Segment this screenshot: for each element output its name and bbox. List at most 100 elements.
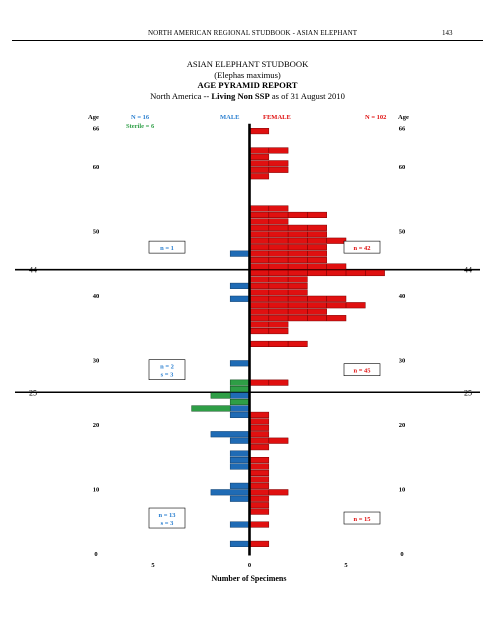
female-bar-age-48 — [249, 237, 347, 244]
header-title: NORTH AMERICAN REGIONAL STUDBOOK - ASIAN… — [148, 29, 358, 37]
female-bar-age-39 — [249, 295, 347, 302]
male-bar-age-17 — [229, 437, 250, 444]
male-bar-age-8 — [229, 495, 250, 502]
female-bar-age-10 — [249, 482, 270, 489]
page-header: NORTH AMERICAN REGIONAL STUDBOOK - ASIAN… — [0, 29, 495, 41]
female-bar-age-65 — [249, 128, 270, 135]
annotation-box-4 — [148, 507, 186, 529]
female-bar-age-18 — [249, 431, 270, 438]
age-tick-right-30: 30 — [399, 358, 406, 365]
female-bar-age-42 — [249, 276, 308, 283]
male-bar-age-1 — [229, 540, 250, 547]
female-bar-age-58 — [249, 173, 270, 180]
female-bar-age-41 — [249, 282, 308, 289]
x-axis-title: Number of Specimens — [212, 574, 287, 583]
annotation-text-1-0: n = 42 — [353, 245, 370, 252]
annotation-text-4-1: s = 3 — [161, 520, 174, 527]
title-line-4-bold: Living Non SSP — [211, 90, 270, 101]
male-bar-age-4 — [229, 521, 250, 528]
female-bar-age-16 — [249, 444, 270, 451]
annotation-text-4-0: n = 13 — [158, 512, 176, 519]
female-bar-age-6 — [249, 508, 270, 515]
annotation-box-1 — [343, 240, 381, 254]
annotation-text-2-0: n = 2 — [160, 364, 174, 371]
female-bar-age-8 — [249, 495, 270, 502]
age-tick-right-40: 40 — [399, 293, 406, 300]
sterile-bar-age-25 — [229, 386, 250, 393]
age-tick-left-40: 40 — [93, 293, 100, 300]
female-bar-age-36 — [249, 315, 347, 322]
male-bar-age-24 — [229, 392, 250, 399]
title-line-4-prefix: North America -- — [150, 90, 212, 101]
sterile-bar-age-22 — [191, 405, 231, 412]
reference-label-right-44: 44 — [464, 266, 472, 275]
female-bar-age-21 — [249, 411, 270, 418]
sterile-bar-age-26 — [229, 379, 250, 386]
female-bar-age-32 — [249, 340, 308, 347]
age-tick-left-10: 10 — [93, 487, 100, 494]
annotation-text-5-0: n = 15 — [353, 516, 371, 523]
reference-label-left-44: 44 — [29, 266, 37, 275]
female-bar-age-1 — [249, 540, 270, 547]
male-bar-age-39 — [229, 295, 250, 302]
legend-age-right: Age — [398, 114, 409, 121]
female-bar-age-43 — [249, 269, 385, 277]
male-bar-age-21 — [229, 411, 250, 418]
title-line-4: North America -- Living Non SSP as of 31… — [0, 91, 495, 102]
male-bar-age-18 — [210, 431, 250, 438]
female-bar-age-44 — [249, 263, 347, 270]
female-bar-age-40 — [249, 289, 308, 296]
sterile-bar-age-24 — [210, 392, 231, 399]
legend-female: FEMALE — [263, 114, 291, 121]
header-rule — [12, 40, 483, 41]
age-tick-right-60: 60 — [399, 164, 406, 171]
female-bar-age-12 — [249, 469, 270, 476]
chart-titles: ASIAN ELEPHANT STUDBOOK (Elephas maximus… — [0, 59, 495, 101]
male-bar-age-13 — [229, 463, 250, 470]
age-tick-right-20: 20 — [399, 422, 406, 429]
male-bar-age-22 — [229, 405, 250, 412]
female-bar-age-61 — [249, 153, 270, 160]
male-bar-age-29 — [229, 360, 250, 367]
page-number: 143 — [442, 29, 453, 37]
sterile-bar-age-23 — [229, 398, 250, 406]
annotation-text-3-0: n = 45 — [353, 368, 371, 375]
annotation-box-0 — [148, 240, 186, 254]
annotation-text-0-0: n = 1 — [160, 245, 174, 252]
age-tick-right-10: 10 — [399, 487, 406, 494]
female-bar-age-4 — [249, 521, 270, 528]
age-tick-right-50: 50 — [399, 229, 406, 236]
age-tick-left-20: 20 — [93, 422, 100, 429]
title-line-1: ASIAN ELEPHANT STUDBOOK — [186, 59, 309, 69]
age-tick-left-0: 0 — [94, 551, 97, 558]
age-tick-left-30: 30 — [93, 358, 100, 365]
age-tick-right-0: 0 — [400, 551, 403, 558]
legend-sterile: Sterile = 6 — [126, 123, 155, 130]
age-tick-left-50: 50 — [93, 229, 100, 236]
title-line-4-suffix: as of 31 August 2010 — [269, 90, 345, 101]
age-tick-left-60: 60 — [93, 164, 100, 171]
annotation-box-5 — [343, 511, 381, 525]
legend-male: MALE — [220, 114, 240, 121]
reference-label-left-25: 25 — [29, 388, 37, 397]
annotation-box-2 — [148, 359, 186, 380]
legend-n-male: N = 16 — [131, 114, 150, 121]
female-bar-age-20 — [249, 418, 270, 425]
x-tick-1: 0 — [248, 562, 251, 569]
legend-n-female: N = 102 — [365, 114, 386, 121]
annotation-box-3 — [343, 363, 381, 376]
annotation-text-2-1: s = 3 — [161, 372, 174, 379]
title-line-2: (Elephas maximus) — [214, 69, 281, 80]
age-tick-left-66: 66 — [93, 125, 100, 132]
female-bar-age-7 — [249, 502, 270, 509]
male-bar-age-41 — [229, 282, 250, 289]
female-bar-age-13 — [249, 463, 270, 470]
male-bar-age-14 — [229, 457, 250, 464]
male-bar-age-10 — [229, 482, 250, 489]
female-bar-age-14 — [249, 457, 270, 464]
female-bar-age-11 — [249, 476, 270, 483]
reference-label-right-25: 25 — [464, 388, 472, 397]
x-tick-2: 5 — [344, 562, 348, 569]
x-tick-0: 5 — [151, 562, 155, 569]
